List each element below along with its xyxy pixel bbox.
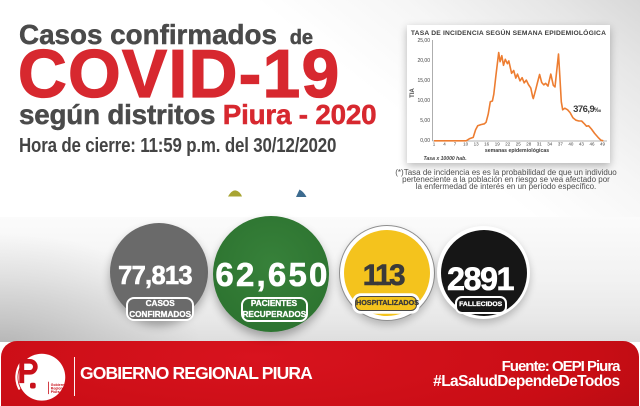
svg-text:34: 34 [547,141,553,146]
svg-text:16: 16 [484,141,490,146]
svg-text:10: 10 [463,141,469,146]
svg-text:25: 25 [516,141,522,146]
svg-text:5,00: 5,00 [420,118,430,124]
svg-text:4: 4 [443,141,446,146]
svg-text:Piura: Piura [51,390,60,394]
svg-text:49: 49 [600,141,606,146]
svg-text:46: 46 [589,141,595,146]
svg-text:31: 31 [537,141,543,146]
svg-text:40: 40 [568,141,574,146]
svg-text:22: 22 [505,141,511,146]
svg-text:15,00: 15,00 [417,78,430,84]
svg-text:43: 43 [579,141,585,146]
svg-text:7: 7 [454,141,457,146]
svg-text:25,00: 25,00 [417,38,430,44]
svg-text:37: 37 [558,141,564,146]
svg-text:semanas epidemiológicas: semanas epidemiológicas [485,148,549,154]
svg-text:0,00: 0,00 [420,138,430,144]
svg-text:10,00: 10,00 [417,98,430,104]
svg-text:20,00: 20,00 [417,58,430,64]
svg-text:13: 13 [474,141,480,146]
svg-text:28: 28 [526,141,532,146]
svg-text:Tasa x 10000 hab.: Tasa x 10000 hab. [424,156,467,162]
svg-text:19: 19 [495,141,501,146]
svg-text:TASA DE INCIDENCIA SEGÚN SEMAN: TASA DE INCIDENCIA SEGÚN SEMANA EPIDEMIO… [411,28,606,37]
svg-text:1: 1 [433,141,436,146]
svg-text:Regional: Regional [51,387,66,391]
svg-text:TIA: TIA [410,88,416,98]
svg-text:Gobierno: Gobierno [51,383,67,387]
svg-text:376,9‰: 376,9‰ [573,104,601,115]
